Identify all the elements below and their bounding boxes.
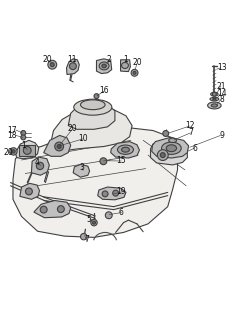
Text: 20: 20	[42, 55, 52, 64]
Ellipse shape	[99, 62, 109, 70]
Circle shape	[131, 69, 138, 76]
Text: 17: 17	[7, 125, 17, 134]
Text: 20: 20	[3, 148, 13, 157]
Polygon shape	[49, 107, 132, 153]
Ellipse shape	[210, 97, 219, 101]
Polygon shape	[13, 127, 178, 237]
Circle shape	[100, 158, 107, 165]
Circle shape	[133, 71, 136, 74]
Polygon shape	[34, 201, 71, 218]
Circle shape	[55, 142, 63, 151]
Polygon shape	[73, 164, 90, 177]
Ellipse shape	[162, 142, 181, 154]
Circle shape	[94, 94, 99, 99]
Circle shape	[212, 92, 216, 96]
Polygon shape	[31, 157, 49, 175]
Circle shape	[57, 145, 61, 148]
Ellipse shape	[122, 147, 129, 152]
Circle shape	[93, 221, 96, 224]
Text: 20: 20	[133, 59, 143, 68]
Polygon shape	[152, 137, 189, 158]
Text: 1: 1	[22, 141, 26, 150]
Text: 3: 3	[79, 163, 84, 172]
Text: 18: 18	[7, 131, 17, 140]
Circle shape	[81, 233, 87, 240]
Circle shape	[12, 150, 15, 153]
Ellipse shape	[122, 62, 128, 68]
Ellipse shape	[169, 138, 177, 143]
Text: 14: 14	[217, 89, 226, 98]
Text: 4: 4	[35, 158, 40, 167]
Ellipse shape	[102, 64, 106, 68]
Circle shape	[10, 148, 17, 155]
Text: 9: 9	[219, 131, 224, 140]
Circle shape	[50, 63, 54, 67]
Ellipse shape	[213, 98, 216, 100]
Circle shape	[91, 220, 97, 226]
Circle shape	[25, 188, 32, 195]
Text: 12: 12	[185, 121, 195, 130]
Circle shape	[160, 153, 165, 157]
Text: 13: 13	[217, 63, 226, 72]
Text: 5: 5	[87, 215, 92, 224]
Polygon shape	[111, 141, 140, 158]
Circle shape	[21, 131, 26, 135]
Circle shape	[157, 150, 168, 161]
Polygon shape	[15, 140, 39, 159]
Polygon shape	[97, 59, 112, 74]
Text: 21: 21	[217, 82, 226, 91]
Text: 7: 7	[189, 128, 193, 137]
Ellipse shape	[211, 92, 218, 96]
Circle shape	[105, 212, 112, 219]
Polygon shape	[66, 59, 79, 75]
Circle shape	[48, 60, 57, 69]
Circle shape	[102, 191, 108, 197]
Circle shape	[58, 206, 64, 212]
Text: 20: 20	[67, 124, 77, 133]
Text: 7: 7	[84, 235, 89, 244]
Bar	[19, 145, 35, 156]
Polygon shape	[98, 187, 126, 200]
Text: 15: 15	[116, 156, 126, 165]
Ellipse shape	[118, 145, 133, 154]
Circle shape	[163, 131, 169, 136]
Ellipse shape	[81, 100, 105, 110]
Polygon shape	[150, 140, 187, 165]
Text: 16: 16	[99, 86, 109, 95]
Ellipse shape	[208, 102, 221, 109]
Circle shape	[21, 135, 26, 140]
Text: 6: 6	[192, 144, 197, 153]
Polygon shape	[121, 60, 130, 72]
Text: 1: 1	[124, 55, 128, 64]
Circle shape	[40, 206, 47, 213]
Ellipse shape	[166, 145, 177, 152]
Circle shape	[69, 63, 76, 70]
Polygon shape	[44, 135, 71, 156]
Text: 19: 19	[116, 188, 126, 196]
Circle shape	[23, 147, 31, 154]
Text: 8: 8	[219, 95, 224, 104]
Circle shape	[36, 162, 44, 170]
Ellipse shape	[211, 104, 217, 107]
Text: 10: 10	[78, 134, 88, 143]
Text: 6: 6	[119, 208, 124, 217]
Circle shape	[113, 190, 119, 196]
Polygon shape	[20, 183, 40, 199]
Text: 11: 11	[67, 55, 77, 64]
Polygon shape	[68, 101, 115, 129]
Ellipse shape	[74, 99, 112, 115]
Text: 2: 2	[106, 55, 111, 64]
